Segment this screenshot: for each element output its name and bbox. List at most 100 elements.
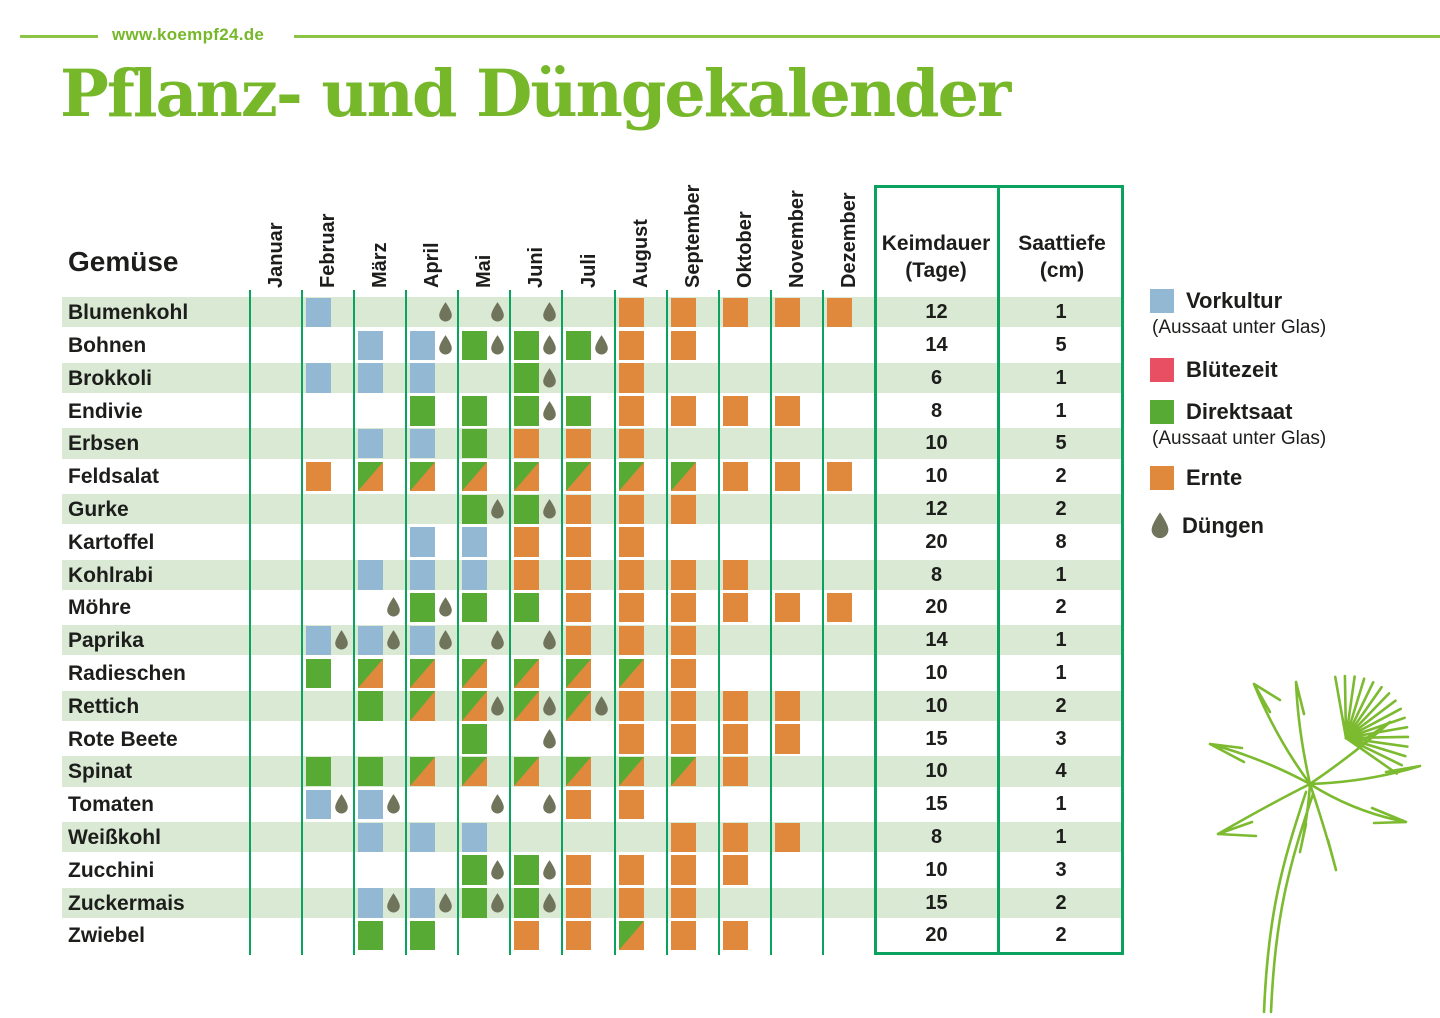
cell-ernte <box>774 592 800 623</box>
cell-vorkultur <box>306 625 332 656</box>
cell-ernte <box>774 822 800 852</box>
duengen-drop-icon <box>386 794 401 814</box>
row-label: Weißkohl <box>68 826 161 849</box>
row-tint <box>62 297 1121 328</box>
cell-ernte <box>774 724 800 754</box>
keimdauer-value: 15 <box>925 793 948 816</box>
cell-direktsaat <box>462 428 488 459</box>
row-tint <box>62 887 1121 918</box>
saattiefe-value: 4 <box>1055 760 1067 783</box>
cell-vorkultur <box>462 527 488 557</box>
cell-ernte <box>566 625 592 656</box>
duengen-drop-icon <box>438 630 453 650</box>
cell-ernte <box>566 920 592 951</box>
saattiefe-value: 1 <box>1055 629 1067 652</box>
cell-ernte <box>514 560 540 590</box>
duengen-drop-icon <box>542 302 557 322</box>
row-tint <box>62 625 1121 656</box>
keimdauer-value: 20 <box>925 530 948 553</box>
cell-vorkultur <box>358 330 384 360</box>
row-tint <box>62 822 1121 853</box>
month-gridline <box>613 290 616 955</box>
thistle-plant-illustration <box>1208 674 1422 1014</box>
duengen-drop-icon <box>490 302 505 322</box>
keimdauer-value: 8 <box>930 826 943 848</box>
cell-vorkultur <box>358 428 384 459</box>
keimdauer-value: 8 <box>930 563 943 586</box>
cell-direktsaat <box>514 888 540 918</box>
cell-ernte <box>618 527 644 557</box>
cell-ernte <box>670 691 696 721</box>
month-label-Nov: November <box>785 190 808 288</box>
duengen-drop-icon <box>438 597 453 617</box>
cell-direktsaat <box>514 363 540 393</box>
cell-direktsaat <box>306 658 332 688</box>
header-rule-right <box>294 35 1440 38</box>
row-tint <box>62 756 1121 787</box>
cell-mix <box>462 691 488 721</box>
legend-label: Düngen <box>1182 512 1264 538</box>
cell-ernte <box>826 461 852 492</box>
cell-mix <box>566 756 592 787</box>
cell-mix <box>410 658 436 688</box>
duengen-drop-icon <box>490 499 505 519</box>
cell-mix <box>410 461 436 492</box>
cell-ernte <box>722 855 748 885</box>
legend-sublabel: (Aussaat unter Glas) <box>1152 317 1327 338</box>
cell-ernte <box>618 363 644 393</box>
cell-mix <box>514 691 540 721</box>
row-label: Rote Beete <box>68 727 178 751</box>
cell-vorkultur <box>462 822 488 852</box>
plant-bristle <box>1344 725 1409 740</box>
cell-direktsaat <box>462 330 488 360</box>
row-label: Radieschen <box>68 662 186 685</box>
row-label: Zucchini <box>68 858 155 882</box>
cell-direktsaat <box>358 920 384 951</box>
month-gridline <box>821 290 824 955</box>
cell-ernte <box>670 560 696 590</box>
plant-bristle <box>1344 707 1403 740</box>
cell-ernte <box>618 691 644 721</box>
saattiefe-value: 2 <box>1055 924 1067 947</box>
legend-label: Blütezeit <box>1186 357 1278 382</box>
cell-direktsaat <box>358 691 384 721</box>
cell-ernte <box>722 756 748 787</box>
cell-vorkultur <box>358 888 384 918</box>
cell-ernte <box>566 888 592 918</box>
keimdauer-value: 12 <box>925 498 948 520</box>
row-tint <box>62 428 1121 459</box>
saattiefe-value: 1 <box>1055 662 1067 684</box>
legend-label: Direktsaat <box>1186 399 1293 424</box>
duengen-drop-icon <box>386 892 401 913</box>
plant-bristle <box>1344 680 1375 740</box>
cell-ernte <box>826 592 852 623</box>
legend: Vorkultur (Aussaat unter Glas) Blütezeit Di… <box>1150 288 1420 539</box>
plant-bristle <box>1344 716 1406 740</box>
duengen-drop-icon <box>490 892 505 913</box>
cell-ernte <box>722 396 748 426</box>
cell-vorkultur <box>410 330 436 360</box>
cell-ernte <box>670 855 696 885</box>
legend-item-direktsaat: Direktsaat <box>1150 399 1420 425</box>
row-label: Rettich <box>68 694 140 718</box>
saattiefe-value: 1 <box>1055 301 1067 324</box>
month-gridline <box>509 290 512 955</box>
keimdauer-value: 14 <box>925 629 948 652</box>
month-gridline <box>249 290 251 955</box>
month-label-Aug: August <box>629 219 652 288</box>
duengen-drop-icon <box>438 892 453 913</box>
cell-ernte <box>722 920 748 951</box>
month-label-Mrz: März <box>369 242 392 288</box>
duengen-drop-icon <box>542 400 557 421</box>
cell-ernte <box>618 330 644 360</box>
row-label: Zuckermais <box>68 891 185 915</box>
cell-direktsaat <box>358 756 384 787</box>
cell-vorkultur <box>410 888 436 918</box>
row-label: Kartoffel <box>68 530 155 554</box>
row-label: Kohlrabi <box>68 563 154 587</box>
cell-ernte <box>670 625 696 656</box>
cell-mix <box>514 461 540 492</box>
cell-ernte <box>722 691 748 721</box>
cell-direktsaat <box>462 494 488 524</box>
plant-bristle <box>1344 675 1356 740</box>
